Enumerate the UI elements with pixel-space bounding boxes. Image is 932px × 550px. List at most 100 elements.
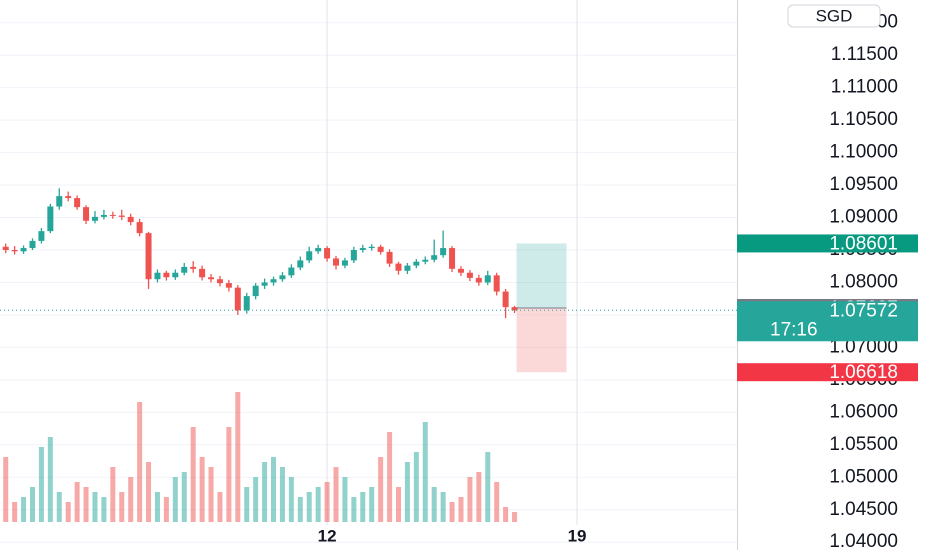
candle-body bbox=[377, 246, 384, 252]
volume-bar bbox=[342, 477, 348, 522]
candle-body bbox=[2, 246, 9, 250]
volume-bar bbox=[110, 467, 116, 522]
volume-bar bbox=[217, 492, 223, 522]
candle-body bbox=[502, 291, 509, 308]
candle-body bbox=[243, 296, 250, 311]
volume-bar bbox=[235, 392, 241, 522]
y-tick-label: 1.07000 bbox=[829, 336, 898, 357]
volume-bar bbox=[351, 497, 357, 522]
plot bbox=[0, 188, 737, 522]
candle-body bbox=[208, 277, 215, 280]
candle-body bbox=[315, 248, 322, 252]
volume-bar bbox=[172, 477, 178, 522]
volume-bar bbox=[29, 487, 35, 522]
candle-body bbox=[288, 267, 295, 276]
candle-body bbox=[279, 275, 286, 280]
volume-bar bbox=[190, 427, 196, 522]
x-tick-label: 19 bbox=[568, 526, 587, 545]
volume-bar bbox=[297, 497, 303, 522]
candle-body bbox=[74, 198, 81, 208]
candle-body bbox=[100, 214, 107, 217]
y-tick-label: 1.08000 bbox=[829, 271, 898, 292]
candle-body bbox=[306, 251, 313, 261]
volume-bar bbox=[271, 457, 277, 522]
candle-body bbox=[136, 222, 143, 234]
volume-bar bbox=[413, 452, 419, 522]
volume-bar bbox=[38, 447, 44, 522]
candle-body bbox=[261, 282, 268, 286]
volume-bar bbox=[56, 492, 62, 522]
candle-body bbox=[449, 248, 456, 269]
candle-body bbox=[466, 272, 473, 278]
candle-body bbox=[350, 250, 357, 261]
candle-body bbox=[11, 250, 18, 252]
volume-bar bbox=[476, 472, 482, 522]
candle-body bbox=[333, 258, 340, 266]
volume-bar bbox=[360, 492, 366, 522]
candle-body bbox=[47, 206, 54, 232]
candle-body bbox=[368, 246, 375, 249]
candle-body bbox=[395, 263, 402, 271]
candle-body bbox=[83, 207, 90, 221]
volume-bar bbox=[199, 457, 205, 522]
y-tick-label: 1.10000 bbox=[829, 142, 898, 163]
y-tick-label: 1.04500 bbox=[829, 499, 898, 520]
candle-body bbox=[475, 277, 482, 283]
candle-body bbox=[404, 265, 411, 271]
candle-body bbox=[234, 287, 241, 311]
volume-bar bbox=[467, 477, 473, 522]
volume-bar bbox=[101, 497, 107, 522]
price-axis: 1.040001.045001.050001.055001.060001.065… bbox=[829, 12, 898, 550]
candle-body bbox=[511, 307, 518, 311]
volume-bar bbox=[12, 502, 18, 522]
y-tick-label: 1.05000 bbox=[829, 466, 898, 487]
candle-body bbox=[457, 268, 464, 273]
volume-bar bbox=[458, 497, 464, 522]
volume-bar bbox=[306, 492, 312, 522]
candle-body bbox=[341, 260, 348, 266]
candle-body bbox=[20, 248, 27, 252]
volume-bar bbox=[315, 487, 321, 522]
volume-bar bbox=[226, 427, 232, 522]
volume-bar bbox=[288, 477, 294, 522]
candle-body bbox=[38, 231, 45, 241]
grid bbox=[0, 0, 737, 543]
volume-bar bbox=[431, 487, 437, 522]
price-tag-label: 1.08601 bbox=[829, 233, 898, 254]
volume-bar bbox=[47, 437, 53, 522]
currency-button[interactable] bbox=[787, 4, 881, 28]
y-tick-label: 1.09500 bbox=[829, 174, 898, 195]
volume-bar bbox=[253, 477, 259, 522]
price-tag-label: 1.07572 bbox=[829, 300, 898, 321]
candle-body bbox=[297, 260, 304, 268]
volume-bar bbox=[65, 502, 71, 522]
y-tick-label: 1.10500 bbox=[829, 109, 898, 130]
volume-bar bbox=[324, 482, 330, 522]
candle-body bbox=[386, 251, 393, 264]
price-tag bbox=[737, 234, 918, 253]
candle-body bbox=[29, 240, 36, 249]
candle-body bbox=[56, 196, 63, 207]
y-tick-label: 1.11500 bbox=[831, 44, 898, 65]
y-tick-label: 1.04000 bbox=[829, 531, 898, 550]
volume-bar bbox=[440, 492, 446, 522]
volume-bar bbox=[378, 457, 384, 522]
candle-body bbox=[493, 275, 500, 292]
stop-zone bbox=[516, 307, 567, 373]
volume-bar bbox=[395, 487, 401, 522]
countdown-label: 17:16 bbox=[770, 319, 818, 340]
candle-body bbox=[118, 215, 125, 217]
y-tick-label: 1.05500 bbox=[829, 434, 898, 455]
candle-body bbox=[109, 214, 116, 216]
candle-body bbox=[484, 275, 491, 283]
candle-body bbox=[225, 283, 232, 288]
candle-body bbox=[440, 248, 447, 256]
candle-body bbox=[216, 279, 223, 284]
volume-bar bbox=[92, 492, 98, 522]
candle-body bbox=[181, 266, 188, 273]
volume-bar bbox=[369, 487, 375, 522]
volume-bar bbox=[422, 422, 428, 522]
y-tick-label: 1.06000 bbox=[829, 401, 898, 422]
volume-bar bbox=[208, 467, 214, 522]
